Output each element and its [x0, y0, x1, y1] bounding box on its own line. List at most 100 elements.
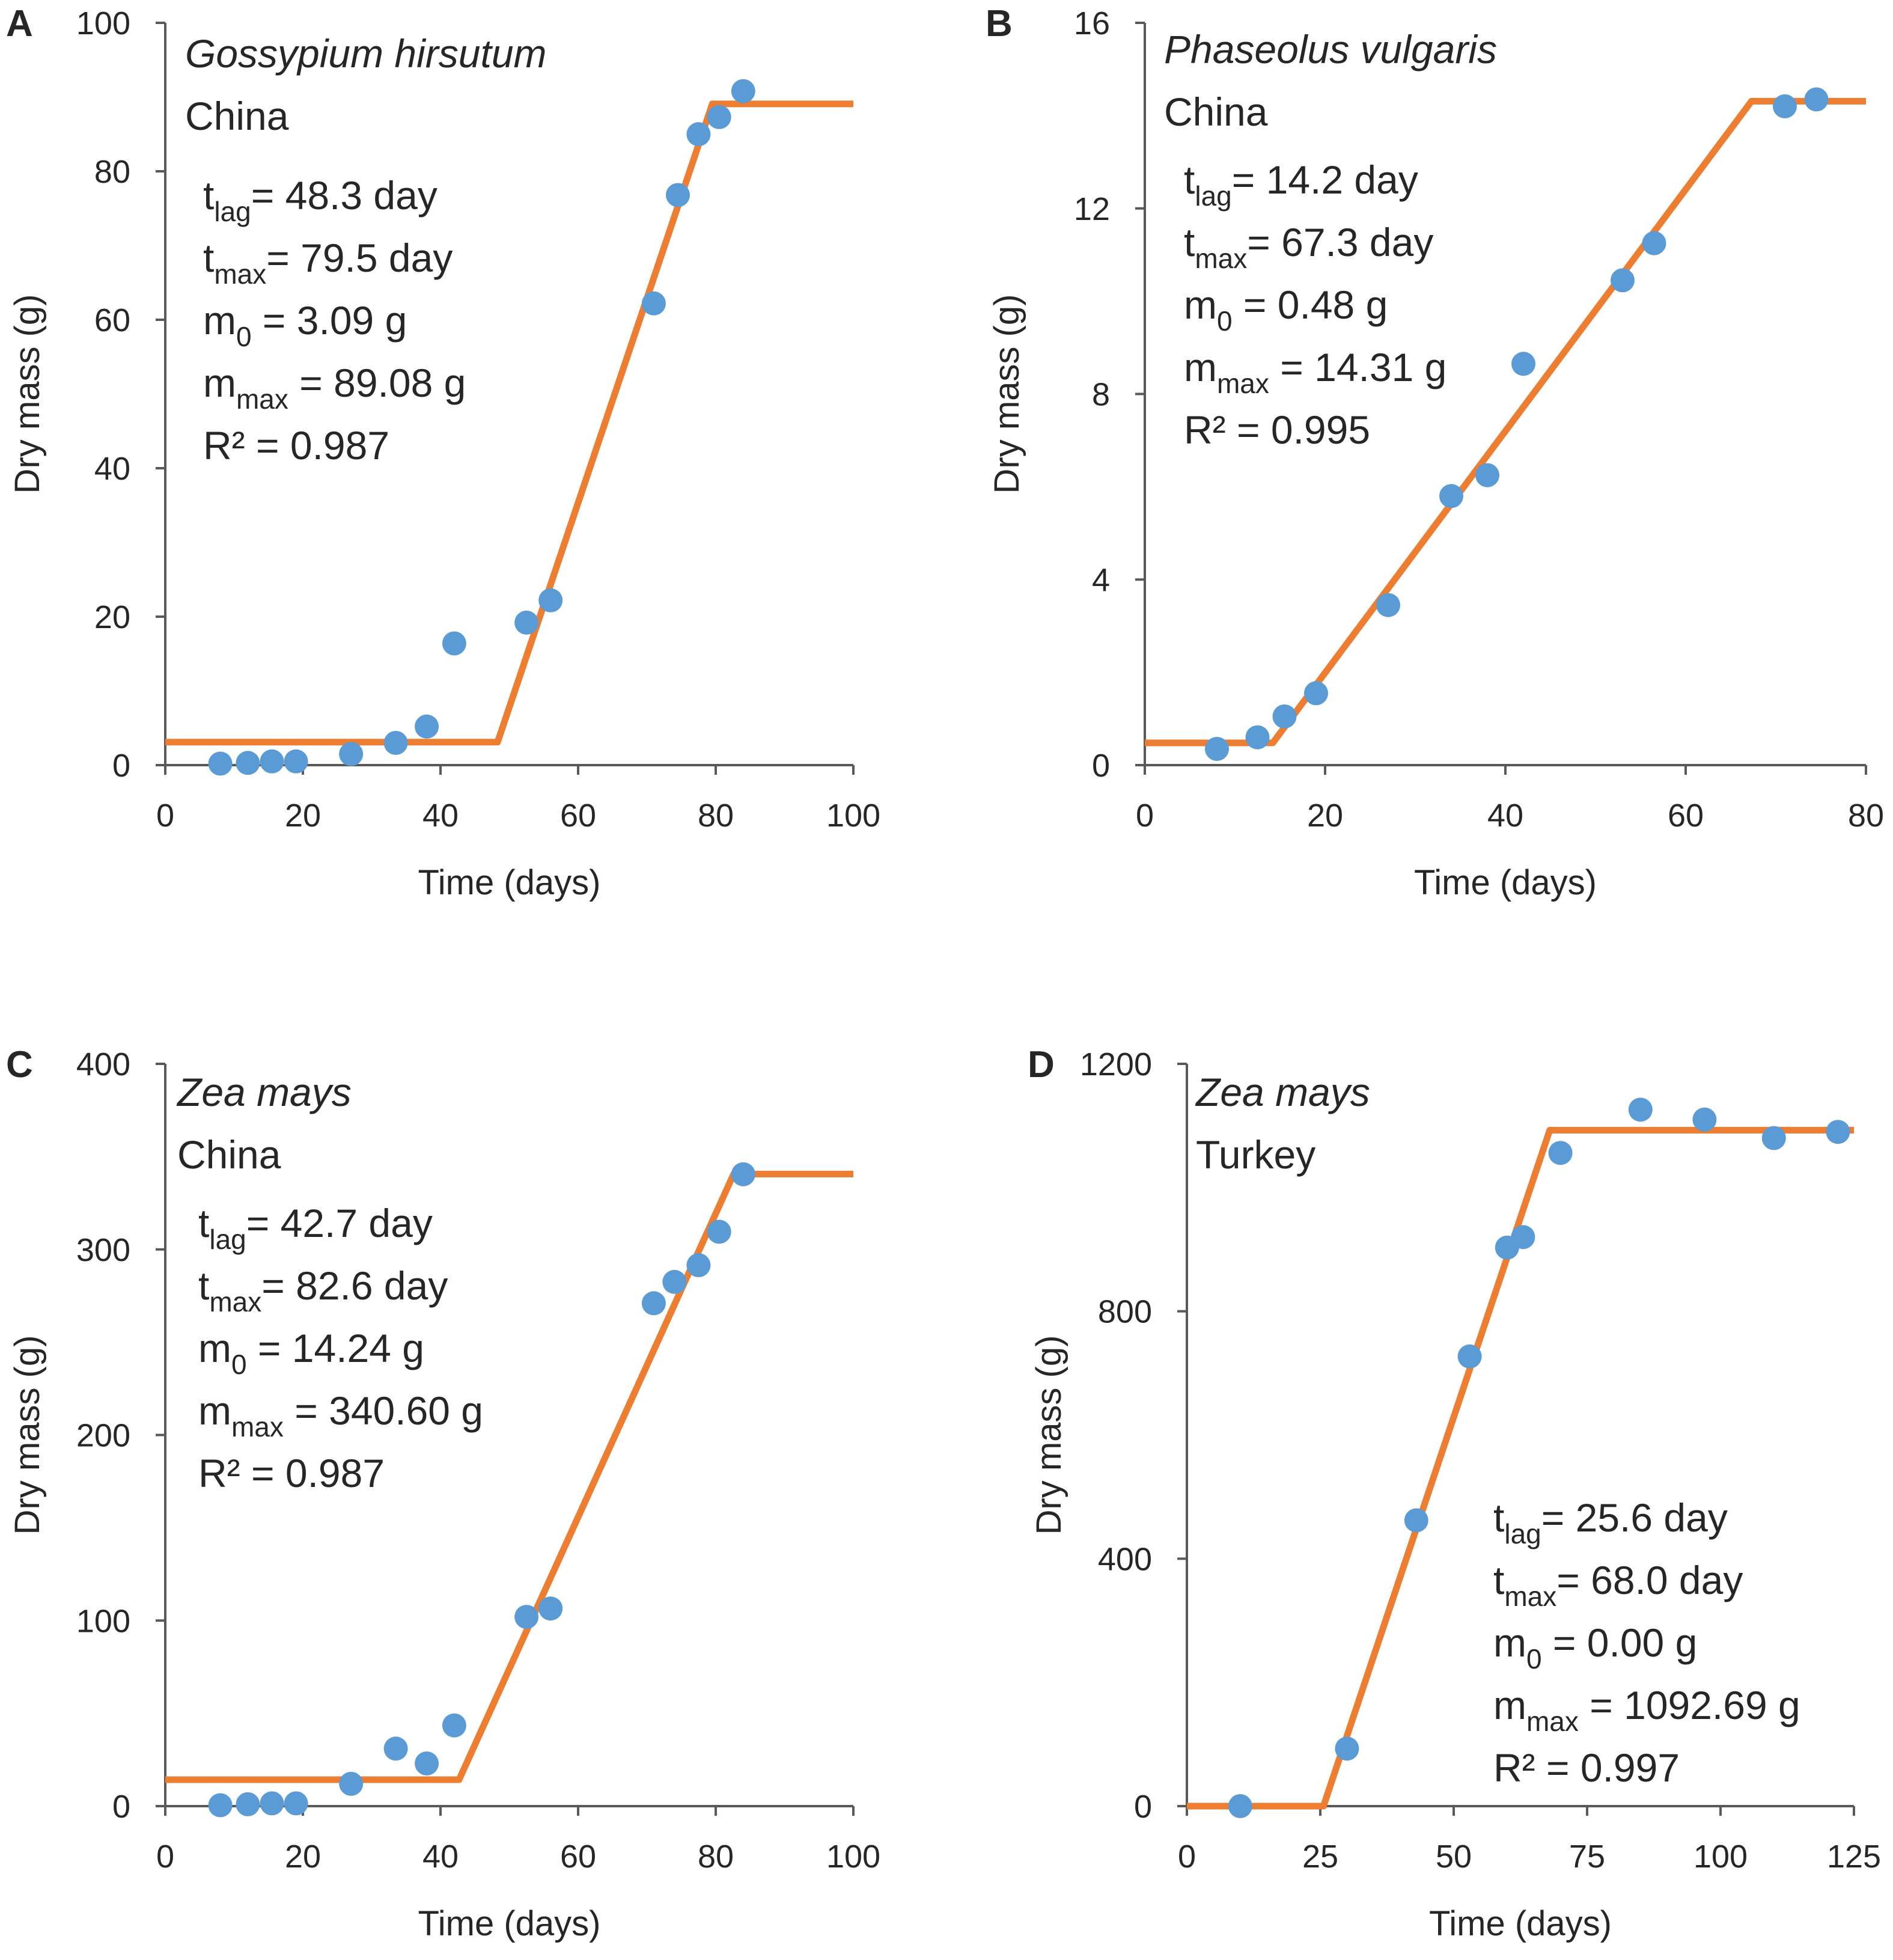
param-line: m0 = 3.09 g	[203, 298, 407, 352]
param-line: mmax = 1092.69 g	[1493, 1683, 1800, 1737]
y-tick-label: 800	[1098, 1294, 1152, 1330]
param-line: tmax= 68.0 day	[1493, 1558, 1743, 1612]
param-line: tmax= 79.5 day	[203, 236, 453, 290]
param-line: m0 = 0.00 g	[1493, 1620, 1697, 1675]
x-tick-label: 125	[1827, 1839, 1881, 1875]
place-label: China	[1164, 90, 1268, 134]
param-line: R² = 0.987	[203, 423, 389, 468]
x-tick-label: 40	[422, 1839, 459, 1875]
x-tick-label: 100	[1693, 1839, 1748, 1875]
x-tick-label: 20	[285, 1839, 321, 1875]
y-tick-label: 80	[94, 154, 130, 190]
y-tick-label: 4	[1092, 562, 1110, 598]
x-tick-label: 0	[156, 798, 174, 834]
y-tick-label: 200	[76, 1418, 130, 1454]
x-tick-label: 80	[698, 1839, 734, 1875]
x-tick-label: 60	[1668, 798, 1704, 834]
y-axis-title: Dry mass (g)	[987, 295, 1026, 494]
y-tick-label: 0	[112, 1789, 130, 1825]
data-point	[1548, 1141, 1573, 1165]
data-point	[236, 751, 260, 775]
x-tick-label: 20	[1307, 798, 1343, 834]
data-point	[731, 79, 755, 103]
y-tick-label: 0	[112, 748, 130, 784]
data-point	[538, 1596, 563, 1621]
data-point	[208, 751, 233, 776]
param-line: m0 = 0.48 g	[1184, 282, 1388, 337]
y-tick-label: 100	[76, 5, 130, 41]
x-tick-label: 100	[826, 798, 880, 834]
data-point	[1511, 352, 1535, 376]
data-point	[1376, 593, 1400, 617]
data-point	[641, 1291, 666, 1316]
param-line: R² = 0.987	[198, 1451, 385, 1495]
data-point	[1804, 87, 1829, 112]
panel-letter: C	[6, 1044, 33, 1085]
y-axis-title: Dry mass (g)	[1029, 1336, 1068, 1535]
data-point	[260, 749, 284, 774]
data-point	[514, 610, 539, 635]
x-tick-label: 60	[560, 798, 596, 834]
data-point	[1228, 1794, 1252, 1818]
data-point	[236, 1792, 260, 1816]
data-point	[339, 1771, 364, 1796]
y-tick-label: 100	[76, 1603, 130, 1639]
param-line: tmax= 82.6 day	[198, 1263, 448, 1317]
data-point	[1457, 1344, 1482, 1369]
panel-letter: B	[986, 3, 1013, 44]
x-tick-label: 40	[1487, 798, 1523, 834]
param-line: tlag= 25.6 day	[1493, 1495, 1728, 1549]
data-point	[1642, 231, 1666, 255]
data-point	[1439, 484, 1463, 508]
panel-letter: D	[1028, 1044, 1055, 1085]
x-tick-label: 25	[1302, 1839, 1338, 1875]
chart-panel-a: A 0 20 40 60 80 100 0 20 40 60 80 100 Time (days) Dry …	[6, 3, 880, 902]
y-tick-label: 60	[94, 302, 130, 338]
species-label: Zea mays	[176, 1070, 352, 1114]
data-point	[284, 749, 308, 774]
param-line: mmax = 340.60 g	[198, 1388, 483, 1443]
y-tick-label: 8	[1092, 377, 1110, 413]
y-tick-label: 400	[76, 1046, 130, 1082]
data-point	[514, 1605, 539, 1629]
y-tick-label: 0	[1134, 1789, 1152, 1825]
x-tick-label: 0	[156, 1839, 174, 1875]
data-point	[1611, 268, 1635, 293]
data-point	[415, 714, 439, 739]
x-tick-label: 100	[826, 1839, 880, 1875]
data-point	[260, 1791, 284, 1816]
data-point	[641, 291, 666, 316]
species-label: Zea mays	[1195, 1070, 1370, 1114]
x-tick-label: 50	[1436, 1839, 1472, 1875]
data-point	[707, 1220, 731, 1244]
y-axis-title: Dry mass (g)	[8, 295, 47, 494]
fit-line	[165, 100, 853, 746]
chart-panel-d: D 0 400 800 1200 0 25 50 75 100 125 Time (days) Dry …	[1028, 1044, 1881, 1943]
data-point	[538, 588, 563, 612]
data-point	[1628, 1098, 1653, 1122]
data-point	[666, 183, 690, 207]
param-line: tlag= 14.2 day	[1184, 157, 1418, 212]
data-point	[686, 122, 711, 147]
panel-letter: A	[6, 3, 33, 44]
data-point	[415, 1751, 439, 1775]
data-point	[383, 731, 408, 755]
data-point	[1304, 681, 1328, 706]
data-point	[1475, 463, 1499, 487]
fit-line	[165, 1170, 853, 1783]
data-point	[731, 1162, 755, 1186]
y-tick-label: 12	[1074, 191, 1110, 227]
data-point	[1773, 94, 1797, 118]
data-point	[1511, 1225, 1535, 1250]
chart-panel-b: B 0 4 8 12 16 0 20 40 60 80 Time (days) Dry mass (g)…	[986, 3, 1884, 902]
x-tick-label: 40	[422, 798, 459, 834]
x-tick-label: 20	[285, 798, 321, 834]
species-label: Gossypium hirsutum	[185, 31, 547, 76]
param-line: mmax = 14.31 g	[1184, 345, 1446, 399]
data-point	[208, 1793, 233, 1818]
param-line: tmax= 67.3 day	[1184, 220, 1433, 274]
x-tick-label: 0	[1136, 798, 1154, 834]
data-point	[1272, 704, 1297, 728]
param-line: mmax = 89.08 g	[203, 361, 466, 415]
